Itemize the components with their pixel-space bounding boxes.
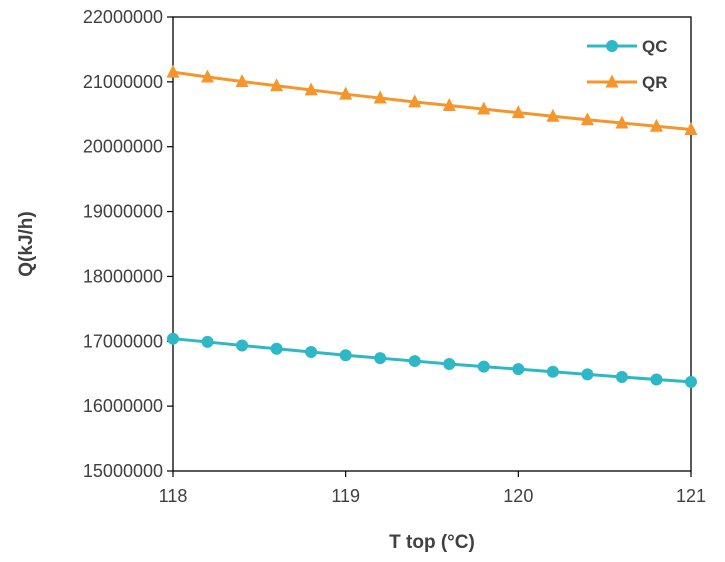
- data-point-qc: [374, 352, 387, 365]
- legend-item-qc: QC: [587, 37, 668, 56]
- legend-marker-qr: [605, 74, 619, 88]
- data-point-qr: [477, 101, 491, 115]
- x-tick-label: 121: [676, 486, 706, 506]
- data-point-qc: [270, 342, 283, 355]
- data-point-qr: [235, 73, 249, 87]
- y-tick-label: 20000000: [83, 137, 163, 157]
- data-point-qc: [581, 368, 594, 381]
- data-point-qr: [304, 82, 318, 96]
- data-point-qr: [201, 69, 215, 83]
- y-tick-label: 19000000: [83, 202, 163, 222]
- plot-frame: [172, 16, 692, 472]
- data-point-qc: [305, 345, 318, 358]
- ticks-layer: 15000000 16000000 17000000 18000000 19000000…: [83, 7, 706, 506]
- data-point-qc: [512, 363, 525, 376]
- x-tick-label: 119: [331, 486, 360, 506]
- legend-label-qc: QC: [642, 37, 668, 56]
- data-point-qc: [685, 375, 697, 388]
- x-tick-label: 120: [503, 486, 533, 506]
- data-point-qc: [167, 332, 179, 345]
- data-point-qr: [511, 105, 525, 119]
- y-axis-title: Q(kJ/h): [16, 211, 37, 276]
- series-line-qc: [172, 337, 692, 384]
- y-tick-label: 21000000: [83, 72, 163, 92]
- y-tick-label: 16000000: [83, 396, 163, 416]
- y-tick-label: 18000000: [83, 266, 163, 286]
- data-point-qr: [649, 118, 663, 132]
- data-point-qr: [373, 90, 387, 104]
- data-point-qc: [408, 355, 421, 368]
- data-point-qc: [201, 335, 214, 348]
- data-point-qr: [166, 64, 180, 78]
- data-point-qr: [270, 78, 284, 92]
- legend: QC QR: [587, 37, 668, 92]
- y-tick-label: 22000000: [83, 7, 163, 27]
- data-point-qc: [443, 357, 456, 370]
- data-point-qr: [546, 108, 560, 122]
- y-tick-label: 17000000: [83, 331, 163, 351]
- data-point-qc: [615, 370, 628, 383]
- series-layer: [166, 64, 698, 388]
- data-point-qr: [684, 121, 698, 135]
- data-point-qc: [546, 365, 559, 378]
- data-point-qr: [408, 94, 422, 108]
- data-point-qr: [442, 97, 456, 111]
- series-line-qr: [172, 70, 692, 132]
- data-point-qc: [650, 373, 663, 386]
- x-axis-title: T top (°C): [389, 532, 475, 553]
- legend-item-qr: QR: [587, 73, 668, 92]
- series-qc: [167, 332, 697, 388]
- legend-label-qr: QR: [642, 73, 668, 92]
- data-point-qr: [580, 112, 594, 126]
- data-point-qc: [477, 360, 490, 373]
- x-tick-label: 118: [159, 486, 188, 506]
- series-qr: [166, 64, 698, 135]
- legend-marker-qc: [606, 40, 618, 52]
- data-point-qr: [339, 86, 353, 100]
- data-point-qc: [236, 339, 249, 352]
- data-point-qr: [615, 115, 629, 129]
- y-tick-label: 15000000: [83, 461, 163, 481]
- data-point-qc: [339, 349, 352, 362]
